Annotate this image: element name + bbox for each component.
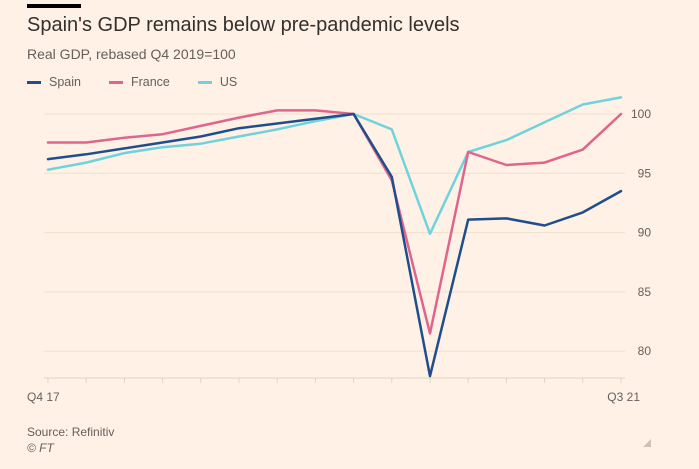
legend: Spain France US [27, 75, 265, 89]
series-line-spain [46, 112, 623, 378]
y-tick-label-85: 85 [638, 285, 652, 299]
x-axis: Q4 17 Q3 21 [27, 377, 640, 404]
chart-title: Spain's GDP remains below pre-pandemic l… [27, 14, 460, 36]
legend-item-france: France [108, 75, 170, 89]
legend-swatch-france [108, 80, 123, 84]
header-accent-bar [27, 4, 81, 8]
legend-swatch-spain [27, 80, 41, 84]
legend-label-us: US [219, 75, 238, 89]
y-axis-labels: 100 95 90 85 80 [631, 107, 651, 358]
y-tick-label-95: 95 [638, 166, 652, 180]
legend-label-spain: Spain [49, 75, 81, 89]
y-tick-label-90: 90 [638, 226, 652, 240]
chart-subtitle: Real GDP, rebased Q4 2019=100 [27, 46, 236, 62]
legend-label-france: France [130, 75, 170, 89]
x-tick-label: Q4 17 [27, 390, 60, 404]
legend-item-us: US [197, 75, 238, 89]
source-note: Source: Refinitiv [27, 425, 115, 439]
legend-swatch-us [197, 80, 212, 84]
resize-grip-icon[interactable] [643, 439, 651, 447]
series-line-us [46, 96, 623, 236]
gridlines [44, 113, 625, 352]
x-tick-label: Q3 21 [607, 390, 640, 404]
copyright-note: © FT [27, 441, 54, 455]
series-lines [46, 96, 623, 378]
y-tick-label-100: 100 [631, 107, 651, 121]
legend-item-spain: Spain [27, 75, 81, 89]
y-tick-label-80: 80 [638, 344, 652, 358]
series-line-france [46, 109, 623, 335]
